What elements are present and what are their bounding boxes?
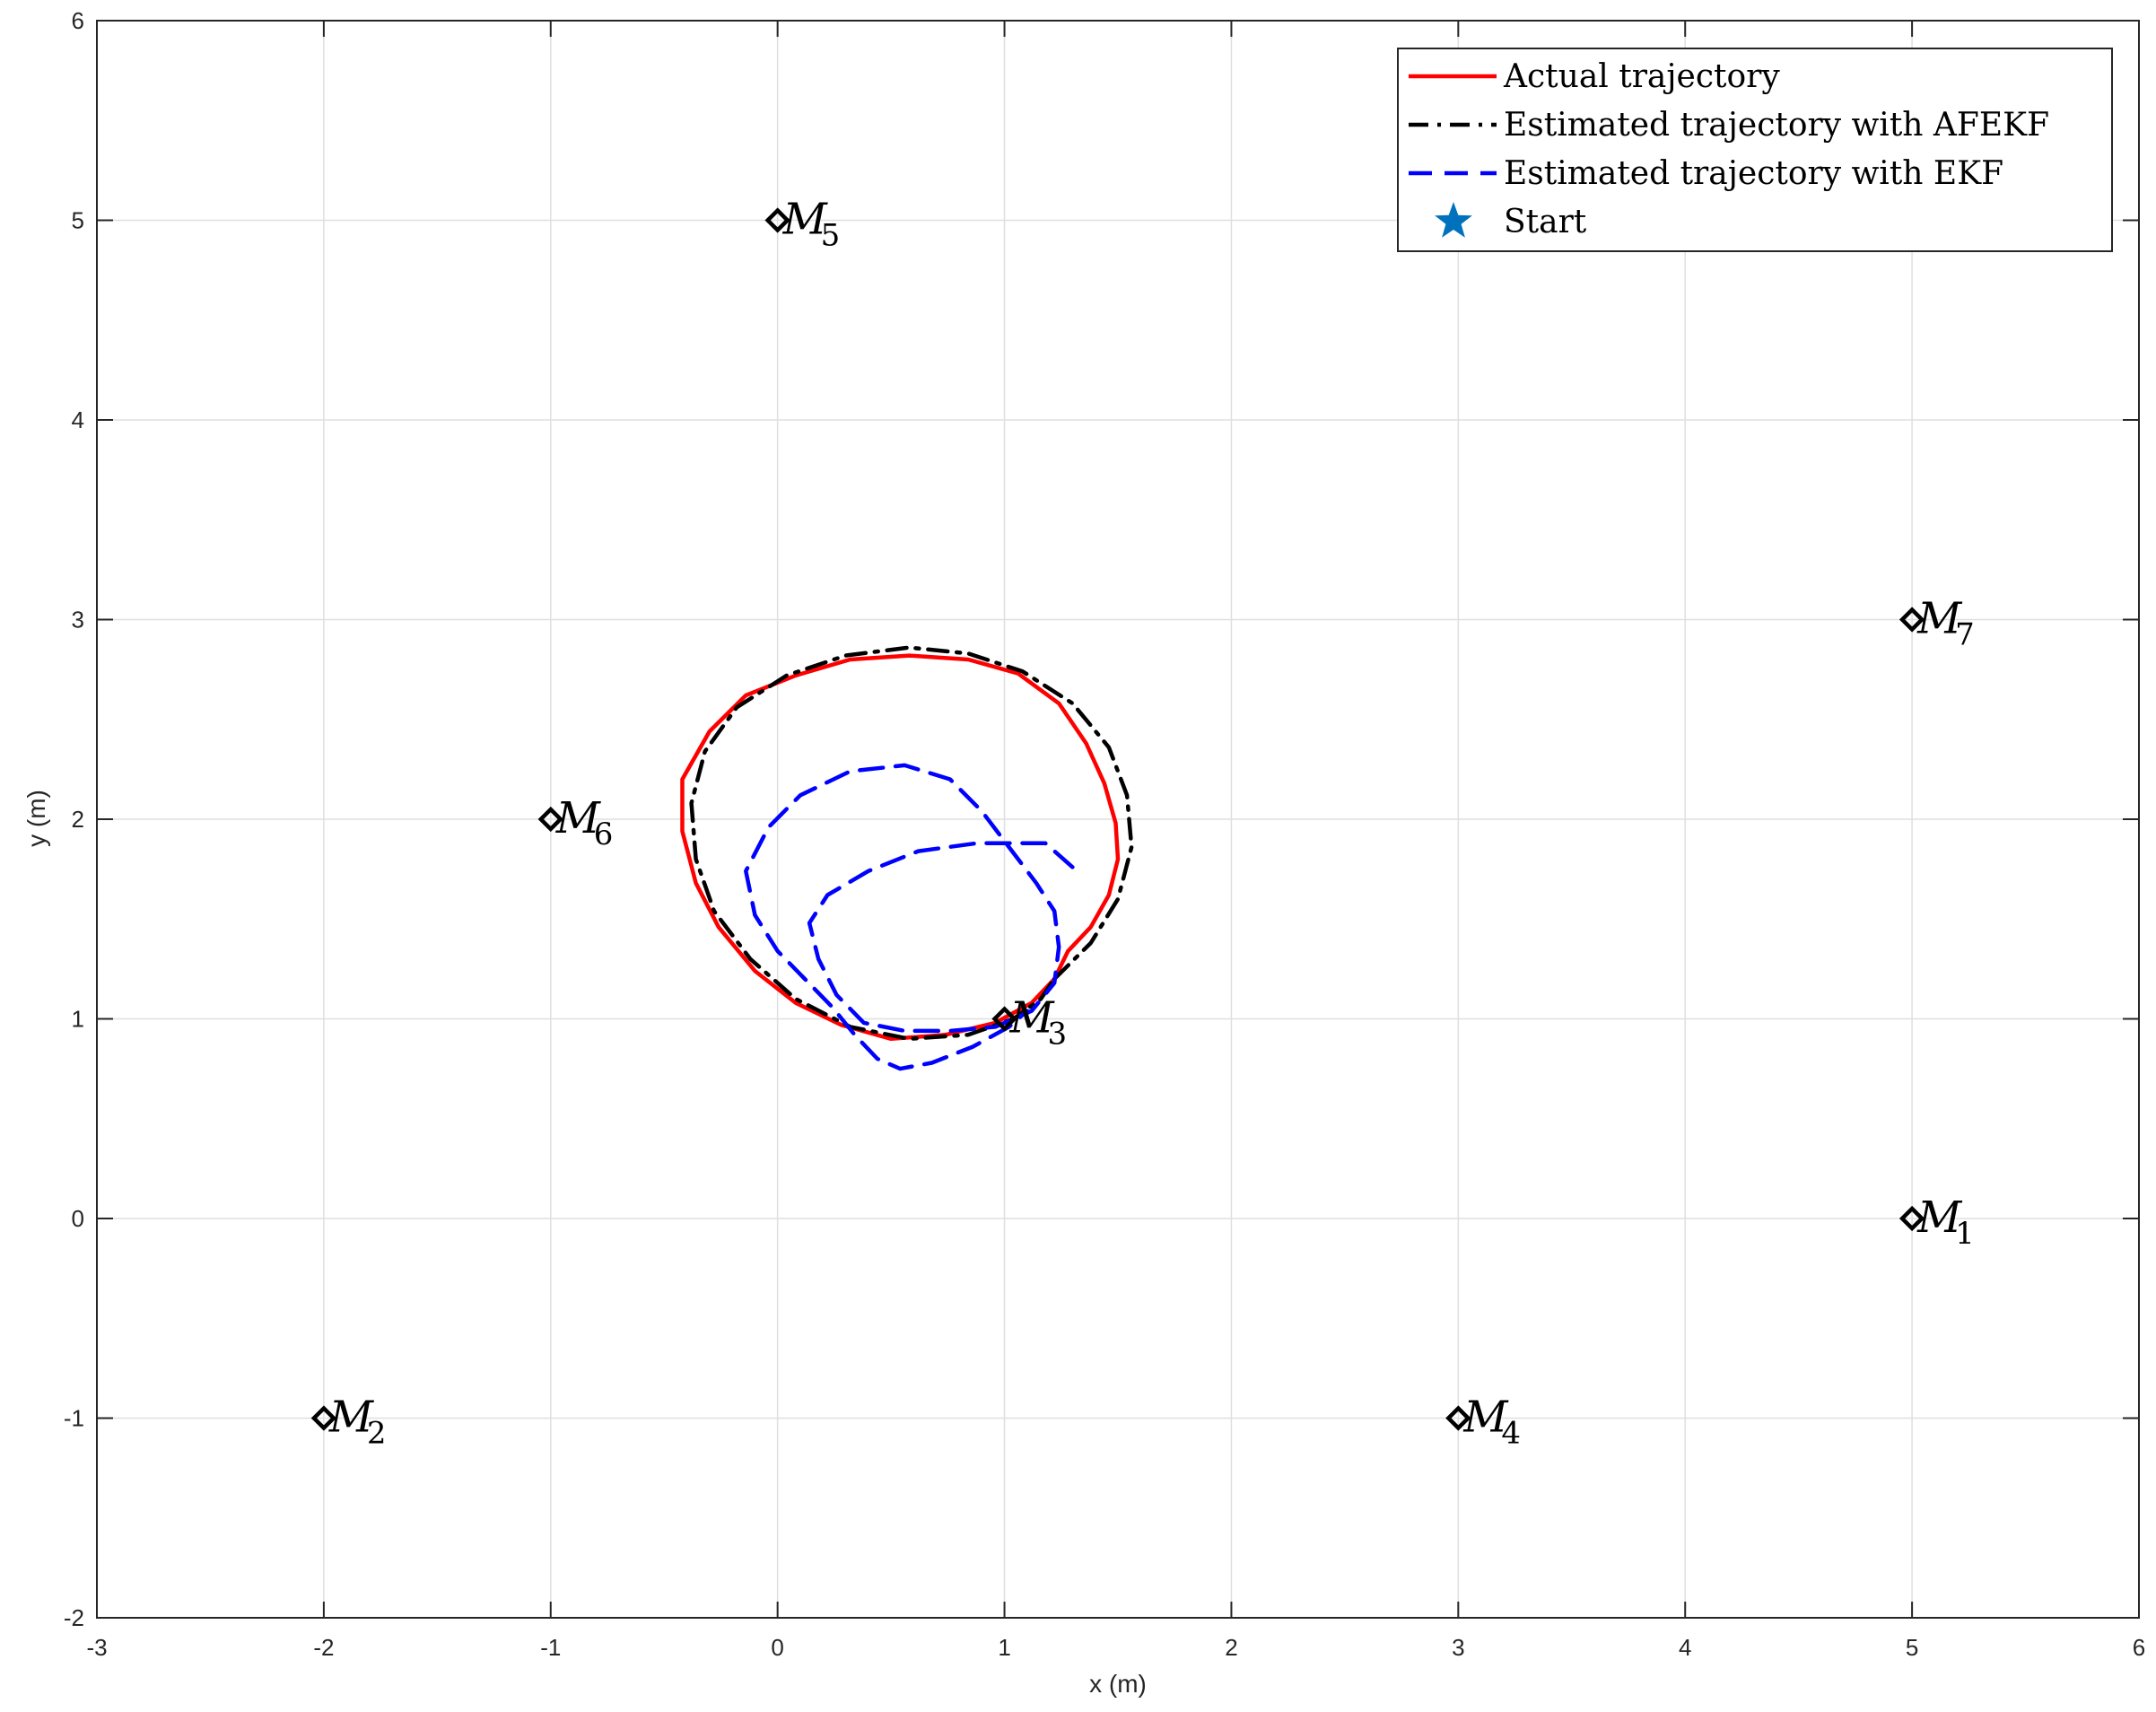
- landmark-m6: M6: [537, 793, 614, 852]
- legend-label: Estimated trajectory with AFEKF: [1504, 107, 2049, 144]
- landmark-label: M: [1916, 1192, 1963, 1243]
- landmark-label: M: [1916, 594, 1963, 644]
- legend-box: [1397, 48, 2113, 252]
- landmark-m4: M4: [1445, 1393, 1521, 1452]
- diamond-marker: [764, 207, 790, 233]
- x-tick-label: -3: [86, 1634, 107, 1661]
- landmark-m7: M7: [1899, 594, 1975, 653]
- x-tick-label: 3: [1452, 1634, 1464, 1661]
- landmark-m5: M5: [764, 195, 841, 254]
- y-tick-label: 1: [72, 1006, 84, 1033]
- legend-entry: Actual trajectory: [1409, 58, 1780, 95]
- y-tick-label: 4: [72, 406, 84, 433]
- landmark-label: M: [1009, 993, 1056, 1044]
- diamond-marker: [537, 806, 563, 833]
- landmark-label: M: [555, 793, 602, 843]
- afekf-trajectory-line: [689, 645, 1134, 1042]
- diamond-marker: [310, 1405, 337, 1431]
- legend-label: Actual trajectory: [1503, 58, 1780, 95]
- x-tick-label: 6: [2133, 1634, 2145, 1661]
- actual-trajectory-line: [680, 653, 1121, 1042]
- x-tick-label: 1: [998, 1634, 1010, 1661]
- landmark-m1: M1: [1899, 1192, 1975, 1252]
- landmark-subscript: 6: [594, 817, 614, 852]
- diamond-marker: [1899, 1205, 1925, 1232]
- legend-entry: Estimated trajectory with EKF: [1409, 155, 2003, 192]
- landmark-subscript: 2: [367, 1416, 387, 1452]
- landmark-subscript: 3: [1048, 1017, 1068, 1053]
- landmark-label: M: [328, 1393, 375, 1443]
- diamond-marker: [1899, 607, 1925, 633]
- tick-marks: [96, 20, 2140, 1619]
- x-tick-label: 0: [771, 1634, 783, 1661]
- y-tick-label: 2: [72, 806, 84, 833]
- legend-entry: Estimated trajectory with AFEKF: [1409, 107, 2049, 144]
- y-tick-labels: -2 -1 0 1 2 3 4 5 6: [64, 7, 84, 1631]
- landmark-subscript: 7: [1955, 617, 1975, 653]
- landmark-m3: M3: [991, 993, 1068, 1053]
- landmark-label: M: [1462, 1393, 1509, 1443]
- x-axis-label: x (m): [1089, 1670, 1147, 1698]
- y-tick-label: 6: [72, 7, 84, 34]
- x-tick-label: 5: [1906, 1634, 1918, 1661]
- landmark-label: M: [782, 195, 829, 245]
- series-group: [680, 645, 1134, 1071]
- x-tick-label: -2: [313, 1634, 334, 1661]
- landmark-subscript: 5: [821, 218, 841, 254]
- y-tick-label: 3: [72, 607, 84, 633]
- x-tick-label: -1: [540, 1634, 561, 1661]
- x-tick-label: 2: [1225, 1634, 1237, 1661]
- y-tick-label: -2: [64, 1604, 84, 1631]
- legend-entry: Start: [1435, 202, 1587, 240]
- legend: Actual trajectory Estimated trajectory wi…: [1397, 48, 2113, 252]
- ekf-trajectory-line: [744, 763, 1075, 1071]
- landmark-subscript: 4: [1501, 1416, 1521, 1452]
- y-tick-label: 5: [72, 207, 84, 234]
- legend-label: Start: [1504, 204, 1587, 240]
- star-icon: [1435, 202, 1472, 238]
- y-tick-label: 0: [72, 1205, 84, 1232]
- x-tick-label: 4: [1679, 1634, 1691, 1661]
- landmark-subscript: 1: [1955, 1216, 1975, 1252]
- y-tick-label: -1: [64, 1405, 84, 1432]
- diamond-marker: [1445, 1405, 1471, 1431]
- landmark-m2: M2: [310, 1393, 387, 1452]
- x-tick-labels: -3 -2 -1 0 1 2 3 4 5 6: [86, 1634, 2145, 1661]
- diamond-marker: [991, 1006, 1017, 1032]
- y-axis-label: y (m): [22, 790, 50, 847]
- legend-label: Estimated trajectory with EKF: [1504, 155, 2003, 192]
